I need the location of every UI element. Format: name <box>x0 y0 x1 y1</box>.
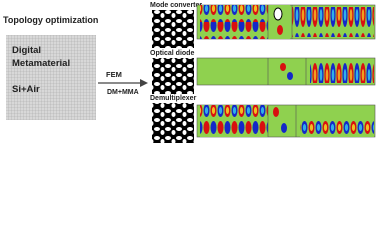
device-label: Demultiplexer <box>150 95 197 102</box>
device-label: Optical diode <box>150 50 194 57</box>
arrow-label: FEM <box>106 70 122 79</box>
design-pattern <box>152 103 194 143</box>
material-line: Metamaterial <box>12 58 70 69</box>
field-plot <box>196 57 376 86</box>
metamaterial-box <box>6 35 96 120</box>
material-line: Digital <box>12 45 41 56</box>
design-pattern <box>152 10 194 48</box>
title: Topology optimization <box>3 15 98 25</box>
device-label: Mode converter <box>150 2 202 9</box>
material-line: Si+Air <box>12 84 40 95</box>
arrow-label: DM+MMA <box>107 89 139 96</box>
arrow-head <box>140 79 148 87</box>
field-plot <box>196 4 376 40</box>
field-plot <box>196 104 376 138</box>
design-pattern <box>152 58 194 94</box>
figure: Topology optimization Digital Metamateri… <box>3 2 376 143</box>
